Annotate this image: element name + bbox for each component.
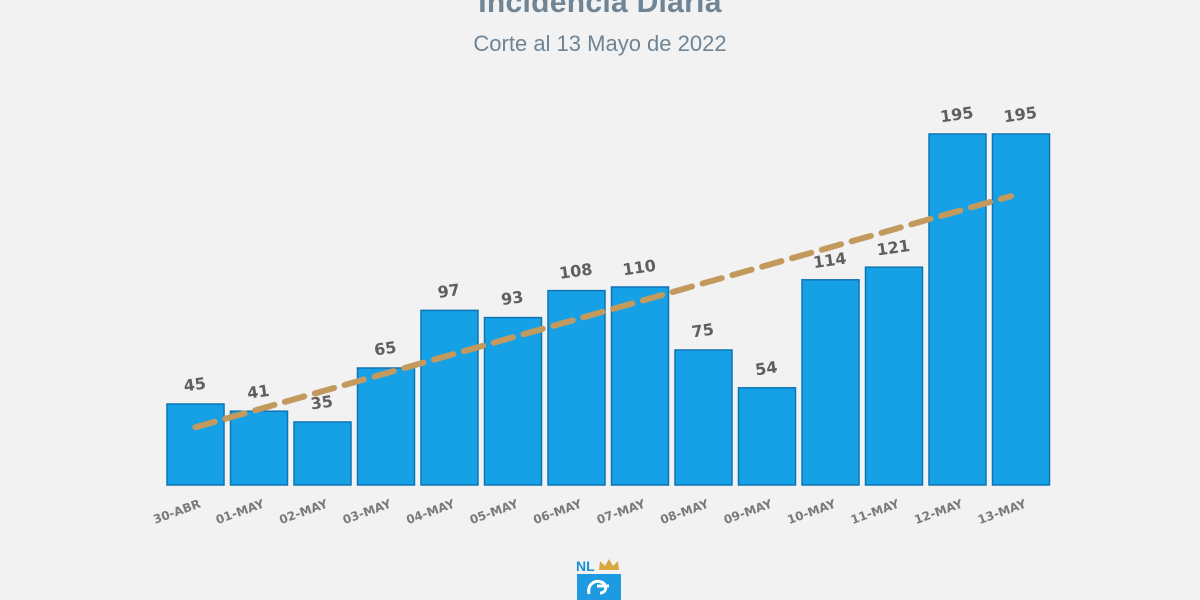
- bar-30-abr: [166, 403, 225, 486]
- bar-02-may: [293, 421, 352, 486]
- value-labels-group: 45 41 35 65 97 93 108 110 75 54 114 121 195 195: [182, 103, 1038, 414]
- bar-03-may: [356, 367, 416, 486]
- bar-13-may: [991, 133, 1051, 486]
- category-label: 03-MAY: [341, 497, 393, 528]
- category-label: 08-MAY: [658, 497, 710, 528]
- bar-08-may: [674, 349, 733, 486]
- value-label: 54: [754, 357, 779, 379]
- chart-subtitle: Corte al 13 Mayo de 2022: [473, 31, 727, 56]
- value-label: 75: [690, 320, 715, 342]
- value-label: 108: [558, 259, 594, 282]
- bar-06-may: [547, 289, 606, 486]
- category-label: 11-MAY: [849, 497, 901, 528]
- category-labels-group: 30-ABR 01-MAY 02-MAY 03-MAY 04-MAY 05-MAY 06-M…: [151, 497, 1028, 528]
- value-label: 195: [939, 103, 975, 126]
- category-label: 06-MAY: [531, 497, 583, 528]
- logo-text: NL: [576, 558, 595, 574]
- category-label: 10-MAY: [785, 497, 837, 528]
- value-label: 97: [436, 280, 461, 302]
- nl-logo: NL: [575, 556, 625, 600]
- category-label: 04-MAY: [404, 497, 456, 528]
- bars-group: [166, 133, 1051, 486]
- crown-icon: [599, 559, 619, 570]
- category-label: 07-MAY: [595, 497, 647, 528]
- category-label: 30-ABR: [151, 497, 202, 527]
- logo-mark-icon: [587, 580, 609, 595]
- bar-12-may: [928, 133, 987, 486]
- value-label: 114: [812, 249, 848, 272]
- bar-11-may: [864, 266, 924, 486]
- bar-07-may: [610, 286, 670, 486]
- bar-10-may: [801, 279, 860, 486]
- chart-title: Incidencia Diaria: [478, 0, 722, 19]
- value-label: 195: [1002, 103, 1038, 126]
- value-label: 35: [309, 392, 334, 414]
- category-label: 05-MAY: [468, 497, 520, 528]
- category-label: 01-MAY: [214, 497, 266, 528]
- bar-09-may: [737, 387, 797, 486]
- trend-line: [192, 193, 1014, 431]
- value-label: 93: [500, 287, 525, 309]
- value-label: 110: [621, 256, 657, 279]
- category-label: 02-MAY: [277, 497, 329, 528]
- bar-04-may: [420, 309, 479, 486]
- value-label: 65: [373, 338, 398, 360]
- category-label: 12-MAY: [912, 497, 964, 528]
- value-label: 41: [246, 381, 271, 403]
- bar-01-may: [229, 410, 289, 486]
- value-label: 121: [875, 236, 911, 259]
- value-label: 45: [182, 374, 207, 396]
- category-label: 13-MAY: [976, 497, 1028, 528]
- category-label: 09-MAY: [722, 497, 774, 528]
